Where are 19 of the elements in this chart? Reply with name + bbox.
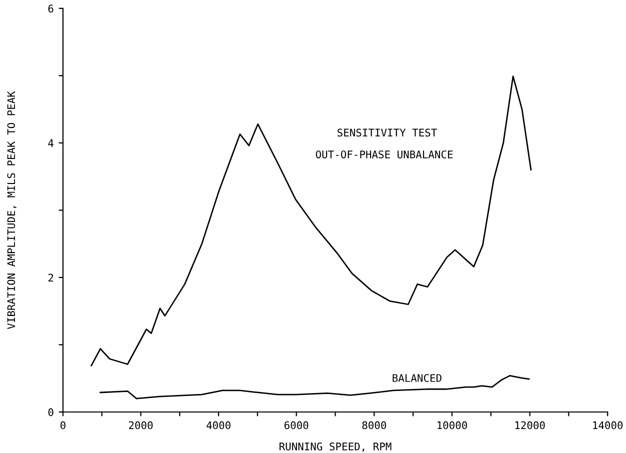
y-tick-label: 2: [48, 274, 54, 282]
x-tick-label: 8000: [362, 421, 386, 430]
x-tick-label: 6000: [284, 421, 308, 430]
series-label: BALANCED: [392, 374, 442, 382]
x-tick-label: 0: [60, 421, 66, 430]
x-tick-label: 2000: [129, 421, 153, 430]
x-tick-label: 4000: [206, 421, 230, 430]
x-tick-label: 12000: [515, 421, 545, 430]
y-tick-label: 6: [48, 4, 54, 13]
line-series: [100, 374, 530, 400]
y-axis-title: VIBRATION AMPLITUDE, MILS PEAK TO PEAK: [7, 91, 16, 330]
text: OUT-OF-PHASE UNBALANCE: [316, 150, 453, 158]
text: SENSITIVITY TEST: [338, 128, 437, 137]
x-tick-label: 10000: [438, 421, 467, 430]
x-tick-label: 14000: [593, 421, 623, 430]
y-tick-label: 0: [48, 408, 54, 416]
x-axis-title: RUNNING SPEED, RPM: [280, 442, 392, 452]
y-tick-label: 4: [48, 139, 54, 147]
line-series: [90, 76, 532, 366]
